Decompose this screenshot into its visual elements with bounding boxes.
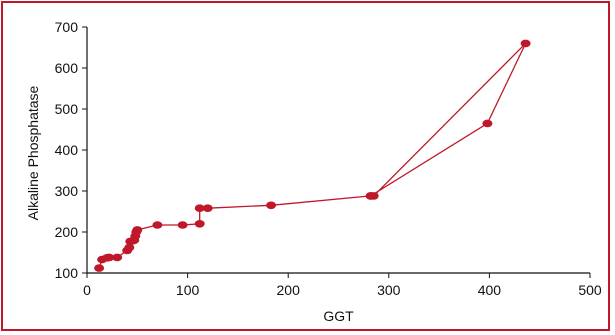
data-point [194,204,205,212]
x-tick-label: 300 [377,282,401,298]
data-point [94,264,105,272]
x-tick-label: 100 [176,282,200,298]
data-point [266,201,277,210]
y-tick-label: 300 [55,183,79,199]
y-tick-label: 100 [55,265,79,281]
data-point [520,39,531,48]
y-tick-label: 500 [55,101,79,117]
series-line [98,42,527,269]
x-tick-label: 500 [578,282,602,298]
x-axis-title: GGT [323,308,354,324]
x-tick-label: 0 [83,282,91,298]
x-tick-label: 200 [277,282,301,298]
data-point [112,253,123,262]
x-tick-label: 400 [478,282,502,298]
data-point [202,204,213,212]
labels: GGT Alkaline Phosphatase [25,85,354,324]
y-tick-label: 400 [55,142,79,158]
chart-frame: 100 200 300 400 500 600 700 0 100 200 300 400 500 GG… [1,1,610,331]
y-axis-title: Alkaline Phosphatase [25,85,41,220]
data-point [194,220,205,228]
y-tick-label: 700 [55,19,79,35]
data-point [124,243,135,252]
data-point [132,226,143,234]
data-point [104,253,115,262]
series-group [94,39,531,272]
data-point [177,221,188,229]
data-point [365,192,376,200]
y-tick-label: 600 [55,60,79,76]
data-point [482,119,493,128]
y-tick-label: 200 [55,224,79,240]
data-point [152,221,163,229]
